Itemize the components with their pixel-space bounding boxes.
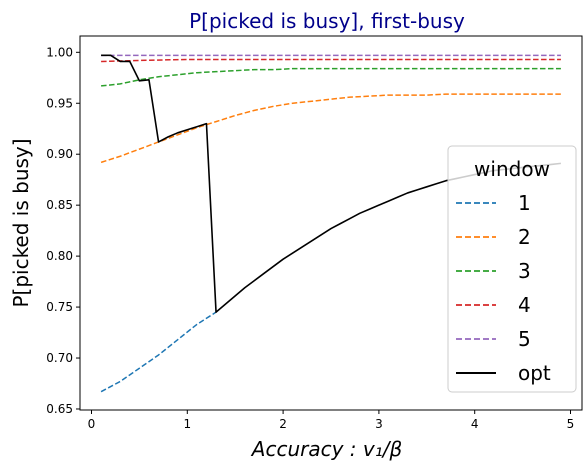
- x-tick-label: 1: [183, 417, 191, 431]
- chart-title: P[picked is busy], first-busy: [189, 9, 465, 33]
- y-axis-label: P[picked is busy]: [9, 138, 33, 307]
- x-tick-label: 4: [471, 417, 479, 431]
- y-tick-label: 0.75: [46, 300, 73, 314]
- y-tick-label: 0.65: [46, 402, 73, 416]
- legend-label-5: 5: [518, 327, 531, 351]
- legend-box: [448, 146, 576, 392]
- legend-label-2: 2: [518, 225, 531, 249]
- y-tick-label: 0.95: [46, 96, 73, 110]
- x-tick-label: 2: [279, 417, 287, 431]
- legend-label-opt: opt: [518, 361, 551, 385]
- legend: window 1 2 3 4 5 opt: [448, 146, 576, 392]
- legend-label-3: 3: [518, 259, 531, 283]
- x-tick-label: 3: [375, 417, 383, 431]
- x-axis-label: Accuracy : v₁/β: [250, 437, 403, 461]
- x-tick-label: 5: [567, 417, 575, 431]
- y-tick-label: 0.90: [46, 147, 73, 161]
- x-tick-label: 0: [88, 417, 96, 431]
- y-tick-label: 0.70: [46, 351, 73, 365]
- y-tick-label: 1.00: [46, 45, 73, 59]
- legend-label-1: 1: [518, 191, 531, 215]
- legend-title: window: [474, 157, 550, 181]
- legend-label-4: 4: [518, 293, 531, 317]
- y-tick-label: 0.80: [46, 249, 73, 263]
- y-tick-label: 0.85: [46, 198, 73, 212]
